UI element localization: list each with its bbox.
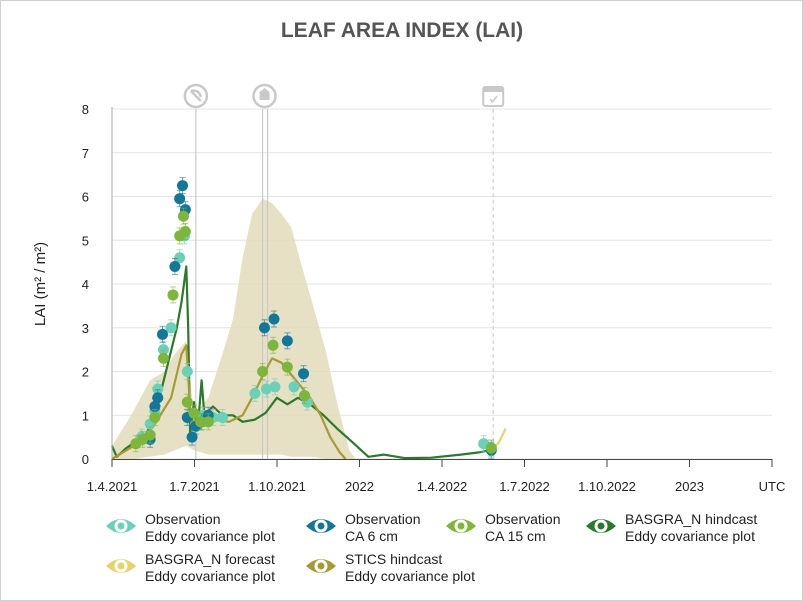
legend-label: Observation Eddy covariance plot: [145, 511, 275, 545]
observation-point: [157, 328, 169, 340]
observation-point: [195, 416, 207, 428]
legend-series-name: Observation: [145, 511, 221, 527]
observation-point: [267, 339, 279, 351]
observation-point: [149, 411, 161, 423]
observation-point: [152, 383, 164, 395]
y-tick-label: 8: [82, 102, 89, 117]
legend-series-site: CA 6 cm: [345, 528, 398, 544]
legend-series-name: BASGRA_N forecast: [145, 551, 275, 567]
legend-label: BASGRA_N forecast Eddy covariance plot: [145, 551, 275, 585]
mowing-icon: [183, 83, 209, 459]
legend-item[interactable]: BASGRA_N forecast Eddy covariance plot: [101, 551, 275, 585]
chart-title: LEAF AREA INDEX (LAI): [281, 19, 523, 42]
observation-point: [299, 390, 311, 402]
legend-item[interactable]: Observation Eddy covariance plot: [101, 511, 275, 545]
observation-point: [169, 261, 181, 272]
observation-point: [152, 392, 164, 404]
eye-icon[interactable]: [441, 511, 481, 541]
eye-icon[interactable]: [581, 511, 621, 541]
legend-series-name: BASGRA_N hindcast: [625, 511, 758, 527]
observation-point: [174, 193, 186, 205]
legend-series-site: Eddy covariance plot: [625, 528, 755, 544]
observation-point: [177, 210, 189, 222]
legend-series-site: Eddy covariance plot: [345, 568, 475, 584]
y-tick-label: 5: [82, 233, 89, 248]
event-marker-layer: [183, 83, 505, 459]
x-tick-label: 1.4.2022: [417, 479, 468, 494]
observation-point: [181, 366, 193, 377]
x-tick-label: 1.10.2022: [578, 479, 636, 494]
observation-point: [281, 335, 293, 347]
legend-series-name: Observation: [345, 511, 421, 527]
legend-label: BASGRA_N hindcast Eddy covariance plot: [625, 511, 757, 545]
observation-point: [258, 322, 270, 334]
legend-series-site: Eddy covariance plot: [145, 568, 275, 584]
y-tick-label: 1: [82, 408, 89, 423]
legend-item[interactable]: Observation CA 6 cm: [301, 511, 420, 545]
observation-point: [288, 381, 300, 393]
y-tick-label: 4: [82, 277, 89, 292]
observation-point: [179, 226, 191, 237]
observation-point: [202, 416, 214, 428]
x-tick-label: 1.7.2021: [169, 479, 220, 494]
observation-point: [165, 322, 177, 334]
observation-point: [174, 252, 186, 264]
eye-icon[interactable]: [101, 511, 141, 541]
y-tick-label: 3: [82, 321, 89, 336]
legend-series-site: Eddy covariance plot: [145, 528, 275, 544]
y-tick-label: 7: [82, 146, 89, 161]
observation-point: [257, 366, 269, 377]
eye-icon[interactable]: [101, 551, 141, 581]
axes: 0 1 2 3 4 5 6 7 8 1.4.2021 1.7.2021 1.10.2021 2022 1.…: [82, 102, 786, 494]
observation-point: [177, 180, 189, 192]
x-tick-label: 1.4.2021: [87, 479, 138, 494]
observation-point: [268, 313, 280, 325]
observation-point: [157, 352, 169, 364]
legend-label: Observation CA 15 cm: [485, 511, 560, 545]
observation-point: [260, 383, 272, 395]
observation-point: [181, 396, 193, 408]
legend-label: Observation CA 6 cm: [345, 511, 420, 545]
x-tick-label: 1.10.2021: [248, 479, 306, 494]
observation-point: [167, 289, 179, 301]
fertilizer-icon: [252, 83, 277, 459]
observation-point: [298, 368, 310, 380]
legend-item[interactable]: STICS hindcast Eddy covariance plot: [301, 551, 475, 585]
legend-label: STICS hindcast Eddy covariance plot: [345, 551, 475, 585]
legend-series-site: CA 15 cm: [485, 528, 546, 544]
y-tick-label: 0: [82, 452, 89, 467]
observation-point: [144, 429, 156, 441]
eye-icon[interactable]: [301, 511, 341, 541]
observation-point: [269, 381, 281, 393]
y-tick-label: 6: [82, 190, 89, 205]
calendar-today-icon: [482, 86, 505, 459]
y-tick-label: 2: [82, 365, 89, 380]
legend-item[interactable]: Observation CA 15 cm: [441, 511, 560, 545]
legend-series-name: Observation: [485, 511, 561, 527]
x-tick-label: 1.7.2022: [499, 479, 550, 494]
x-tick-label: 2023: [675, 479, 704, 494]
legend-item[interactable]: BASGRA_N hindcast Eddy covariance plot: [581, 511, 757, 545]
observation-point: [249, 387, 261, 399]
observation-point: [157, 344, 169, 356]
y-axis-label: LAI (m² / m²): [32, 242, 49, 326]
observation-point: [485, 442, 497, 454]
observation-point: [188, 407, 200, 419]
legend-series-name: STICS hindcast: [345, 551, 443, 567]
eye-icon[interactable]: [301, 551, 341, 581]
x-tick-label: 2022: [345, 479, 374, 494]
stics-hindcastline: [111, 344, 347, 460]
basgra-n-hindcastline: [110, 265, 494, 460]
observation-point: [217, 411, 229, 423]
observation-point: [281, 361, 293, 373]
observation-point-layer: [130, 177, 497, 459]
x-tick-label: UTC: [759, 479, 786, 494]
